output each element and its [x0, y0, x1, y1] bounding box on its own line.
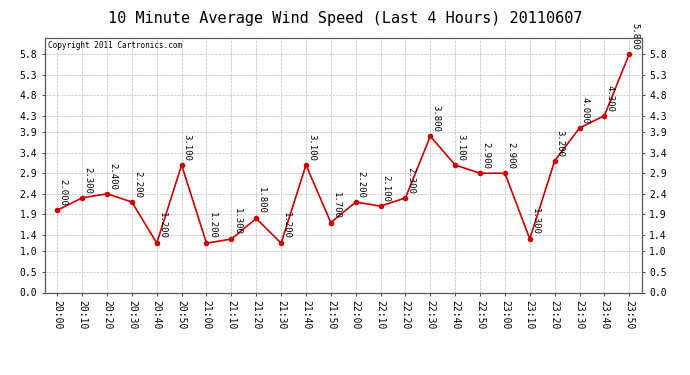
Text: 5.800: 5.800	[631, 23, 640, 50]
Text: 1.800: 1.800	[257, 188, 266, 214]
Text: 3.100: 3.100	[456, 134, 465, 161]
Text: 2.400: 2.400	[108, 163, 117, 190]
Text: 2.200: 2.200	[357, 171, 366, 198]
Text: 4.300: 4.300	[605, 85, 615, 111]
Text: 1.300: 1.300	[233, 208, 241, 235]
Text: 3.800: 3.800	[431, 105, 440, 132]
Text: 3.200: 3.200	[555, 130, 564, 157]
Text: 3.100: 3.100	[183, 134, 192, 161]
Text: 1.300: 1.300	[531, 208, 540, 235]
Text: 3.100: 3.100	[307, 134, 316, 161]
Text: 1.700: 1.700	[332, 192, 341, 218]
Text: 2.200: 2.200	[133, 171, 142, 198]
Text: 2.000: 2.000	[59, 179, 68, 206]
Text: 2.900: 2.900	[506, 142, 515, 169]
Text: 10 Minute Average Wind Speed (Last 4 Hours) 20110607: 10 Minute Average Wind Speed (Last 4 Hou…	[108, 11, 582, 26]
Text: 1.200: 1.200	[282, 212, 291, 239]
Text: 1.200: 1.200	[208, 212, 217, 239]
Text: 2.900: 2.900	[481, 142, 490, 169]
Text: 4.000: 4.000	[580, 97, 589, 124]
Text: 2.300: 2.300	[83, 167, 92, 194]
Text: 1.200: 1.200	[158, 212, 167, 239]
Text: 2.300: 2.300	[406, 167, 415, 194]
Text: 2.100: 2.100	[382, 175, 391, 202]
Text: Copyright 2011 Cartronics.com: Copyright 2011 Cartronics.com	[48, 41, 182, 50]
